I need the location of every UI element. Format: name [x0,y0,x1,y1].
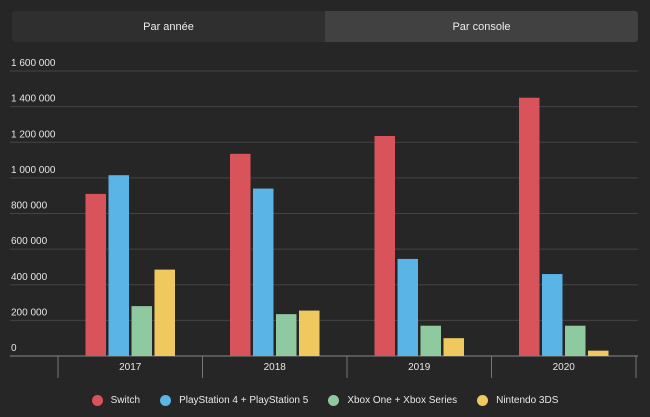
x-tick-label: 2017 [119,362,142,373]
bar-playstation-4-playstation-5-2019[interactable] [397,258,419,356]
bar-nintendo-3ds-2018[interactable] [299,310,320,356]
legend-item[interactable]: Switch [91,395,141,406]
bar-xbox-one-xbox-series-2020[interactable] [565,325,586,356]
y-tick-label: 1 600 000 [11,58,56,69]
y-tick-label: 800 000 [11,201,48,212]
bar-switch-2017[interactable] [85,193,107,356]
bar-xbox-one-xbox-series-2018[interactable] [276,314,297,356]
y-tick-label: 1 400 000 [11,94,56,105]
y-axis-ticks: 0 200 000 400 000 600 000 800 000 1 000 000 1 … [11,58,56,354]
legend-item[interactable]: Nintendo 3DS [477,395,558,406]
bar-xbox-one-xbox-series-2017[interactable] [131,306,153,356]
tab-par-console[interactable]: Par console [325,11,638,42]
bar-switch-2019[interactable] [374,136,396,356]
legend-label: Switch [110,395,141,406]
y-tick-label: 400 000 [11,272,48,283]
y-tick-label: 1 000 000 [11,165,56,176]
tab-par-annee[interactable]: Par année [12,11,325,42]
y-tick-label: 1 200 000 [11,129,56,140]
legend: Switch PlayStation 4 + PlayStation 5 Xbox … [0,395,650,406]
legend-item[interactable]: PlayStation 4 + PlayStation 5 [160,395,308,406]
legend-label: PlayStation 4 + PlayStation 5 [179,395,309,406]
y-tick-label: 0 [11,343,17,354]
bar-chart: 0 200 000 400 000 600 000 800 000 1 000 000 1 … [10,58,638,378]
x-tick-label: 2018 [264,362,287,373]
bars [85,97,609,356]
y-tick-label: 600 000 [11,236,48,247]
bar-playstation-4-playstation-5-2017[interactable] [108,175,130,356]
y-tick-label: 200 000 [11,307,48,318]
legend-swatch-icon [91,395,103,406]
legend-swatch-icon [328,395,340,406]
bar-nintendo-3ds-2020[interactable] [588,350,609,356]
x-tick-label: 2019 [408,362,431,373]
bar-switch-2020[interactable] [519,97,540,356]
x-axis: 2017 2018 2019 2020 [57,356,637,378]
bar-xbox-one-xbox-series-2019[interactable] [420,325,442,356]
bar-playstation-4-playstation-5-2020[interactable] [542,274,563,356]
x-tick-label: 2020 [553,362,576,373]
legend-label: Xbox One + Xbox Series [347,395,458,406]
legend-swatch-icon [477,395,489,406]
view-tabs: Par année Par console [12,11,638,42]
legend-item[interactable]: Xbox One + Xbox Series [328,395,457,406]
legend-label: Nintendo 3DS [496,395,559,406]
legend-swatch-icon [160,395,172,406]
bar-playstation-4-playstation-5-2018[interactable] [253,188,274,356]
bar-nintendo-3ds-2017[interactable] [154,269,176,356]
bar-switch-2018[interactable] [230,153,251,356]
bar-nintendo-3ds-2019[interactable] [443,338,465,356]
